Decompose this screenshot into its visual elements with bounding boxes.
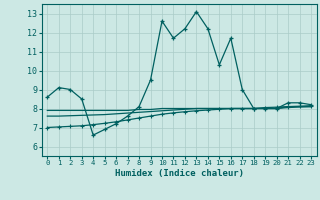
X-axis label: Humidex (Indice chaleur): Humidex (Indice chaleur) — [115, 169, 244, 178]
